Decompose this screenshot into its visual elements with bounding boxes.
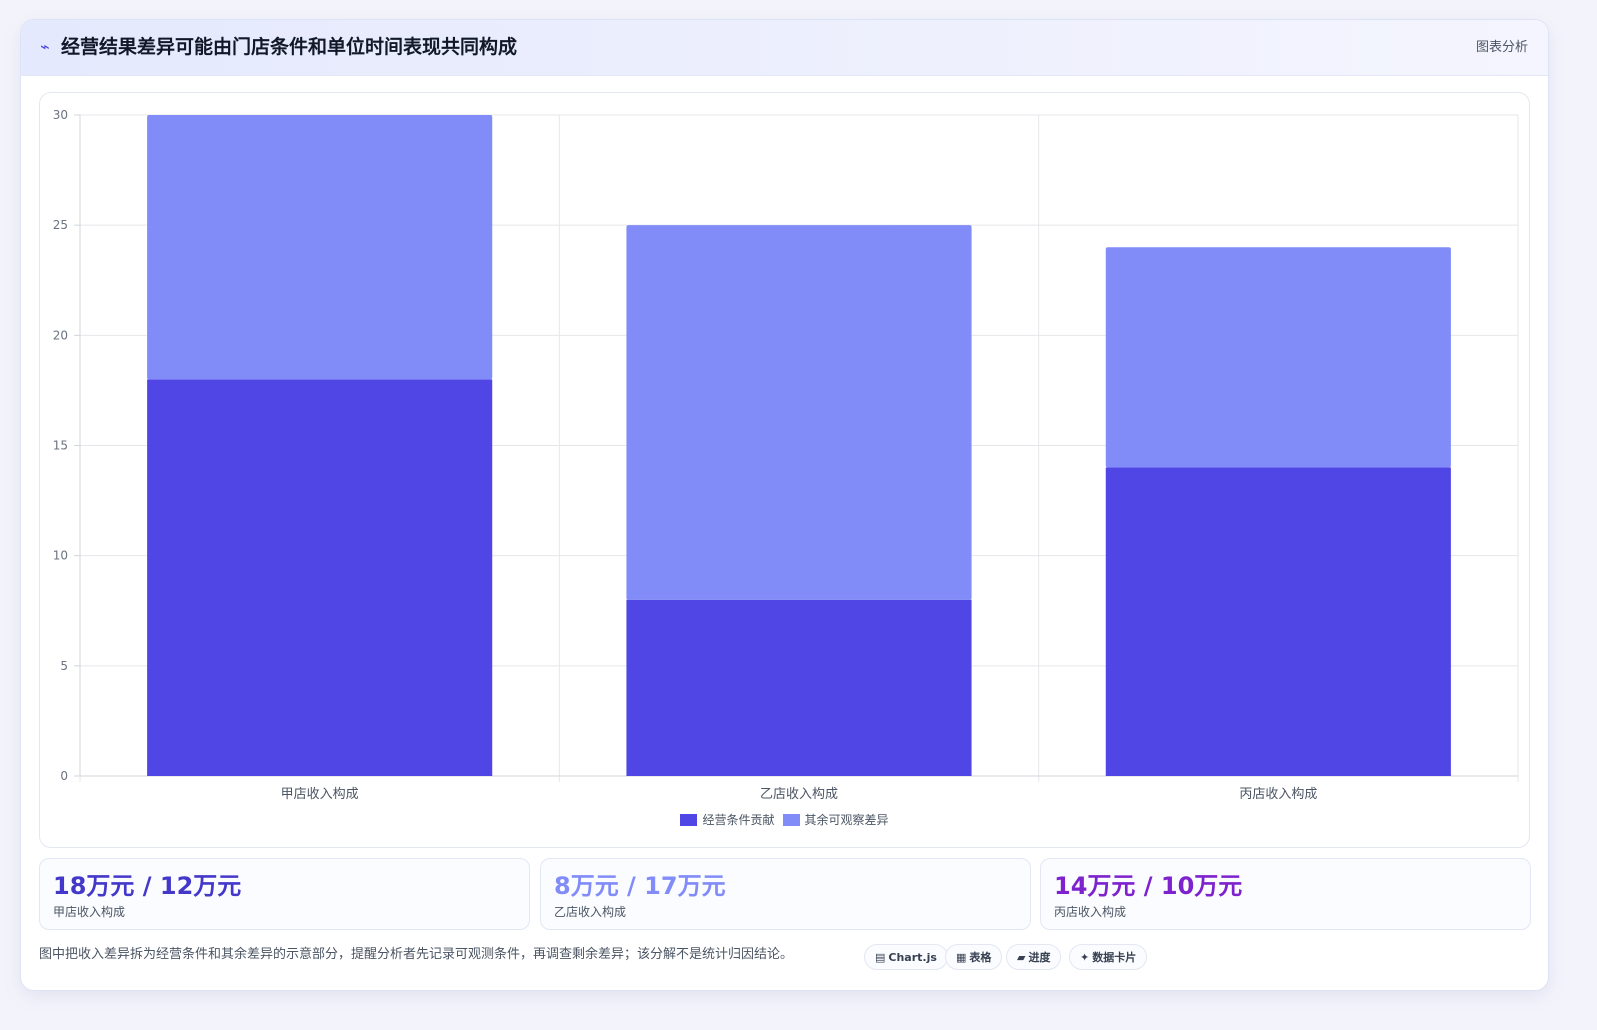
footnote: 图中把收入差异拆为经营条件和其余差异的示意部分，提醒分析者先记录可观测条件，再调… <box>39 947 794 962</box>
stat-value: 14万元 / 10万元 <box>1054 872 1243 900</box>
stat-label: 甲店收入构成 <box>53 905 126 919</box>
chip-table[interactable]: ▦ 表格 <box>945 944 1003 970</box>
y-tick-label: 10 <box>53 549 68 563</box>
chart-line-icon: ⌁ <box>40 37 50 56</box>
chip-label: Chart.js <box>888 951 937 964</box>
y-tick-label: 5 <box>60 659 68 673</box>
bar-segment-base <box>1105 467 1451 776</box>
y-tick-label: 30 <box>53 108 68 122</box>
chip-progress[interactable]: ▰ 进度 <box>1006 944 1062 970</box>
stat-card-c: 14万元 / 10万元 丙店收入构成 <box>1040 858 1531 930</box>
stat-value: 18万元 / 12万元 <box>53 872 242 900</box>
bar-segment-remainder <box>147 115 493 380</box>
stat-label: 丙店收入构成 <box>1054 905 1127 919</box>
legend-swatch <box>782 813 800 826</box>
chart-icon: ▤ <box>875 951 886 964</box>
chip-label: 表格 <box>969 951 992 964</box>
stat-card-b: 8万元 / 17万元 乙店收入构成 <box>540 858 1031 930</box>
y-tick-label: 25 <box>53 218 68 232</box>
legend-item[interactable]: 经营条件贡献 <box>680 811 775 828</box>
chip-chartjs[interactable]: ▤ Chart.js <box>864 944 948 970</box>
chart-card: ⌁ 经营结果差异可能由门店条件和单位时间表现共同构成 图表分析 0 5 10 15 20… <box>20 19 1549 991</box>
chip-data-card[interactable]: ✦ 数据卡片 <box>1069 944 1148 970</box>
header-tag: 图表分析 <box>1475 40 1528 55</box>
table-icon: ▦ <box>956 951 967 964</box>
x-tick-label: 乙店收入构成 <box>760 787 838 802</box>
y-tick-label: 20 <box>53 328 68 342</box>
legend-item[interactable]: 其余可观察差异 <box>782 811 889 828</box>
bar-segment-base <box>626 599 972 776</box>
sparkle-icon: ✦ <box>1080 951 1090 964</box>
chip-label: 数据卡片 <box>1092 951 1137 964</box>
legend-swatch <box>680 813 698 826</box>
chip-label: 进度 <box>1028 951 1051 964</box>
y-tick-label: 15 <box>53 439 68 453</box>
x-tick-label: 甲店收入构成 <box>281 787 359 802</box>
progress-icon: ▰ <box>1017 951 1026 964</box>
bar-segment-remainder <box>1105 247 1451 468</box>
stat-card-a: 18万元 / 12万元 甲店收入构成 <box>39 858 530 930</box>
bar-segment-remainder <box>626 225 972 600</box>
stat-label: 乙店收入构成 <box>554 905 627 919</box>
bar-segment-base <box>147 379 493 776</box>
chart-legend: 经营条件贡献 其余可观察差异 <box>40 811 1529 828</box>
bar-chart: 0 5 10 15 20 25 30 甲店收入构成 乙店收入构成 丙店收入构成 <box>53 108 1519 802</box>
page-title: 经营结果差异可能由门店条件和单位时间表现共同构成 <box>61 36 518 58</box>
legend-label: 经营条件贡献 <box>702 813 775 827</box>
chart-area: 0 5 10 15 20 25 30 甲店收入构成 乙店收入构成 丙店收入构成 经营条件贡献 其余可… <box>39 92 1530 848</box>
stat-value: 8万元 / 17万元 <box>554 872 726 900</box>
x-tick-label: 丙店收入构成 <box>1239 787 1317 802</box>
legend-label: 其余可观察差异 <box>804 813 889 827</box>
card-header: ⌁ 经营结果差异可能由门店条件和单位时间表现共同构成 图表分析 <box>21 20 1548 76</box>
y-tick-label: 0 <box>60 769 68 783</box>
